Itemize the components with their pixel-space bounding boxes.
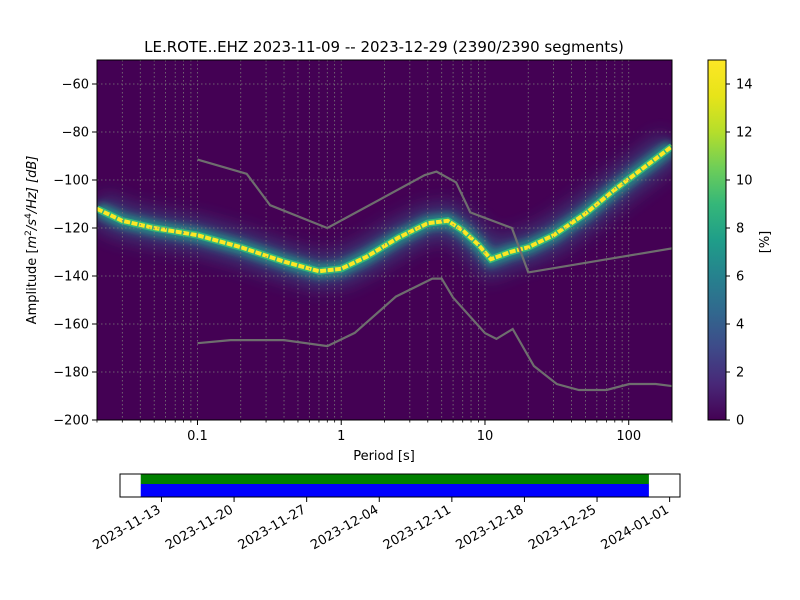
noise-model-line bbox=[197, 277, 672, 392]
noise-model-line bbox=[197, 158, 672, 274]
x-tick-label: 100 bbox=[616, 429, 641, 444]
y-tick-label: −60 bbox=[62, 78, 89, 93]
x-tick-label: 1 bbox=[337, 429, 345, 444]
x-axis-ticks: 0.1 1 10 100 bbox=[96, 420, 673, 444]
x-tick-label: 0.1 bbox=[187, 429, 208, 444]
availability-frame-border bbox=[119, 473, 681, 498]
colorbar-gradient bbox=[707, 59, 727, 421]
colorbar-ticks: 0 2 4 6 8 10 12 14 bbox=[726, 78, 753, 429]
x-tick-label: 10 bbox=[477, 429, 494, 444]
coverage-bar bbox=[140, 474, 649, 484]
y-tick-label: −200 bbox=[53, 414, 89, 429]
y-axis-ticks: −200 −180 −160 −140 −120 −100 −80 −60 bbox=[53, 78, 97, 429]
noise-models bbox=[197, 158, 672, 392]
chart-title: LE.ROTE..EHZ 2023-11-09 -- 2023-12-29 (2… bbox=[144, 38, 624, 56]
date-tick-label: 2023-12-25 bbox=[526, 502, 599, 553]
y-tick-label: −120 bbox=[53, 222, 89, 237]
y-tick-label: −140 bbox=[53, 270, 89, 285]
heatmap-density bbox=[97, 132, 672, 289]
x-axis-label: Period [s] bbox=[353, 449, 415, 464]
colorbar-label: [%] bbox=[758, 231, 773, 254]
data-availability-axis: 2023-11-13 2023-11-20 2023-11-27 2023-12-04… bbox=[91, 473, 681, 553]
y-tick-label: −160 bbox=[53, 318, 89, 333]
colorbar-tick-label: 8 bbox=[736, 222, 744, 237]
colorbar-tick-label: 10 bbox=[736, 174, 753, 189]
date-tick-label: 2023-12-18 bbox=[454, 502, 527, 553]
colorbar-tick-label: 2 bbox=[736, 366, 744, 381]
mode-curve bbox=[97, 144, 672, 274]
colorbar-tick-label: 6 bbox=[736, 270, 744, 285]
plot-area: 0.1 1 10 100 −200 −180 −160 −140 −120 −100 −80 −60 bbox=[53, 59, 673, 444]
colorbar: 0 2 4 6 8 10 12 14 [%] bbox=[707, 59, 773, 429]
grid-lines bbox=[97, 60, 672, 420]
y-tick-label: −180 bbox=[53, 366, 89, 381]
data-available-bar bbox=[140, 484, 649, 497]
y-tick-label: −80 bbox=[62, 126, 89, 141]
colorbar-tick-label: 4 bbox=[736, 318, 744, 333]
date-tick-label: 2023-11-13 bbox=[91, 502, 164, 553]
colorbar-tick-label: 14 bbox=[736, 78, 753, 93]
date-axis-ticks: 2023-11-13 2023-11-20 2023-11-27 2023-12-04… bbox=[91, 497, 672, 553]
colorbar-tick-label: 12 bbox=[736, 126, 753, 141]
y-tick-label: −100 bbox=[53, 174, 89, 189]
y-axis-label: Amplitude [m2/s4/Hz] [dB] bbox=[24, 156, 40, 325]
colorbar-tick-label: 0 bbox=[736, 414, 744, 429]
date-tick-label: 2023-12-11 bbox=[381, 502, 454, 553]
date-tick-label: 2023-11-27 bbox=[236, 502, 309, 553]
date-tick-label: 2024-01-01 bbox=[599, 502, 672, 553]
date-tick-label: 2023-12-04 bbox=[308, 502, 381, 553]
date-tick-label: 2023-11-20 bbox=[163, 502, 236, 553]
